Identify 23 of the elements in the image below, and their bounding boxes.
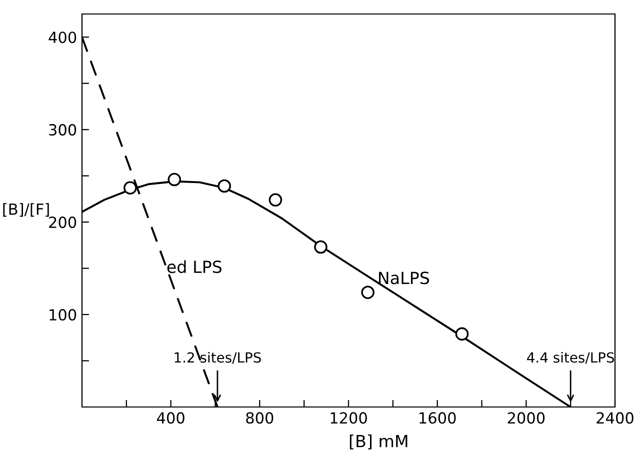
point xyxy=(124,181,137,194)
x-tick-label: 1200 xyxy=(330,412,367,424)
x-tick-label: 800 xyxy=(246,412,274,424)
y-tick-label: 100 xyxy=(50,308,76,321)
y-tick-label: 400 xyxy=(48,32,76,44)
point xyxy=(168,172,182,186)
annotation: NaLPS xyxy=(379,272,430,284)
x-tick-label: 400 xyxy=(157,412,184,424)
point xyxy=(361,286,374,299)
y-tick-label: 300 xyxy=(49,124,76,136)
annotation: 1.2 sites/LPS xyxy=(174,352,261,364)
point xyxy=(455,327,469,341)
annotation: 4.4 sites/LPS xyxy=(527,352,614,364)
x-tick-label: 1600 xyxy=(420,412,456,424)
annotation: ed LPS xyxy=(167,260,222,274)
x-tick-label: 2400 xyxy=(596,412,634,424)
x-tick-label: 2000 xyxy=(508,412,545,424)
point xyxy=(268,193,282,207)
point xyxy=(218,179,231,193)
y-tick-label: 200 xyxy=(49,216,76,228)
x-axis-title: [B] mM xyxy=(350,434,408,450)
y-axis-title: [B]/[F] xyxy=(3,203,49,217)
point xyxy=(314,240,328,254)
